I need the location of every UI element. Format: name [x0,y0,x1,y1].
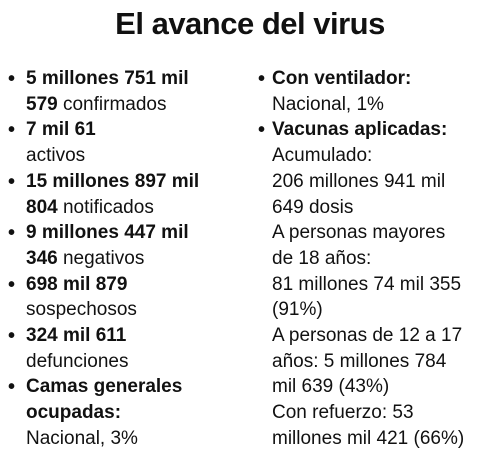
stat-label: confirmados [57,93,167,115]
stat-ventilator: • Con ventilador: Nacional, 1% [258,66,498,117]
page-title: El avance del virus [115,6,385,41]
stat-label: negativos [57,247,145,269]
stat-suspected: • 698 mil 879 sospechosos [6,272,251,323]
stat-label: sospechosos [26,299,137,321]
bullet-icon: • [8,325,16,348]
stat-heading: Con ventilador: [272,68,412,89]
stat-deaths: • 324 mil 611 defunciones [6,323,251,374]
bullet-icon: • [8,273,16,296]
stat-value: 7 mil 61 [26,119,96,141]
vaccine-line: (91%) [272,299,323,321]
bullet-icon: • [258,119,266,142]
bullet-icon: • [8,222,16,245]
bullet-icon: • [8,170,16,193]
bullet-icon: • [8,376,16,399]
vaccine-line: millones mil 421 (66%) [272,427,465,449]
vaccine-line: 81 millones 74 mil 355 [272,273,462,295]
vaccine-line: de 18 años: [272,247,372,269]
vaccine-line: 206 millones 941 mil [272,170,446,192]
stat-label: defunciones [26,350,129,372]
stat-vaccines: • Vacunas aplicadas: Acumulado: 206 mill… [258,117,498,451]
stat-confirmed: • 5 millones 751 mil 579 confirmados [6,66,251,117]
stat-value: 698 mil 879 [26,273,128,295]
stat-label: Nacional, 1% [272,93,384,115]
stat-value-cont: 579 [26,93,58,115]
stat-heading: Vacunas aplicadas: [272,119,448,141]
stat-negative: • 9 millones 447 mil 346 negativos [6,220,251,271]
vaccine-line: 649 dosis [272,196,354,218]
stat-label: activos [26,145,86,167]
stat-heading-cont: ocupadas: [26,402,122,424]
vaccine-line: A personas mayores [272,222,446,244]
bullet-icon: • [258,68,266,90]
stat-value: 9 millones 447 mil [26,222,189,244]
bullet-icon: • [8,119,16,142]
vaccine-line: Con refuerzo: 53 [272,402,414,424]
vaccine-line: mil 639 (43%) [272,376,390,398]
stat-value: 5 millones 751 mil [26,68,189,89]
stat-value: 324 mil 611 [26,325,127,347]
stat-value: 15 millones 897 mil [26,170,200,192]
bullet-icon: • [8,68,16,90]
stat-value-cont: 804 [26,196,58,218]
stats-right-column: • Con ventilador: Nacional, 1% • Vacunas… [258,66,498,452]
stat-label: notificados [57,196,154,218]
vaccine-line: Acumulado: [272,145,373,167]
vaccine-line: años: 5 millones 784 [272,350,447,372]
stat-active: • 7 mil 61 activos [6,117,251,168]
stat-beds: • Camas generales ocupadas: Nacional, 3% [6,374,251,451]
vaccine-line: A personas de 12 a 17 [272,325,463,347]
stat-value-cont: 346 [26,247,58,269]
stat-heading: Camas generales [26,376,183,398]
stats-left-column: • 5 millones 751 mil 579 confirmados • 7… [6,66,251,452]
stat-label: Nacional, 3% [26,427,138,449]
stat-notified: • 15 millones 897 mil 804 notificados [6,169,251,220]
